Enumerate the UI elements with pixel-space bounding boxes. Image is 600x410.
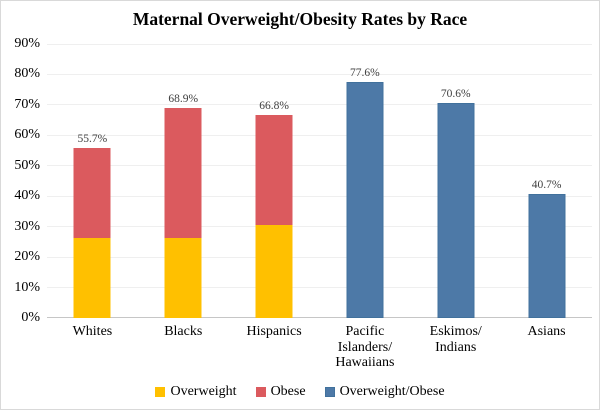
category-label: Pacific Islanders/ Hawaiians — [335, 324, 395, 370]
bar-value-label: 68.9% — [168, 93, 199, 106]
legend-item-overweight: Overweight — [155, 384, 237, 400]
bar-segment-overweight — [164, 238, 202, 318]
bar-segment-overweight-obese — [437, 103, 475, 318]
bar — [255, 114, 293, 318]
bar-value-label: 77.6% — [350, 66, 380, 79]
y-gridline — [47, 104, 592, 106]
y-axis-label: 80% — [14, 66, 40, 82]
legend-swatch-obese — [255, 387, 266, 397]
y-gridline — [47, 134, 592, 136]
legend: Overweight Obese Overweight/Obese — [1, 384, 599, 400]
y-axis-label: 50% — [14, 157, 40, 173]
y-gridline — [47, 165, 592, 167]
bar-group: 66.8% — [229, 44, 320, 318]
y-gridline — [47, 287, 592, 289]
chart-title: Maternal Overweight/Obesity Rates by Rac… — [132, 9, 468, 29]
bar — [528, 194, 566, 318]
bar-value-label: 40.7% — [531, 179, 562, 192]
legend-item-overweight-obese: Overweight/Obese — [324, 384, 445, 400]
y-axis-label: 10% — [14, 279, 40, 295]
bar-value-label: 66.8% — [259, 99, 289, 112]
category-label: Whites — [72, 324, 113, 339]
legend-swatch-overweight-obese — [324, 387, 335, 397]
bar-value-label: 70.6% — [440, 88, 471, 101]
bar-group: 68.9% — [138, 44, 229, 318]
y-axis-label: 20% — [14, 249, 40, 265]
bar-segment-overweight-obese — [346, 81, 384, 318]
bar-group: 55.7% — [47, 44, 138, 318]
bar-segment-overweight — [255, 225, 293, 318]
legend-label: Overweight — [170, 384, 237, 399]
bar-segment-obese — [73, 148, 111, 239]
y-gridline — [47, 195, 592, 197]
legend-swatch-overweight — [155, 387, 166, 397]
bar-group: 40.7% — [501, 44, 592, 318]
bar-segment-obese — [164, 108, 202, 239]
y-axis-label: 90% — [14, 36, 40, 51]
y-axis-label: 0% — [21, 310, 40, 325]
bar-segment-obese — [255, 114, 293, 226]
category-label: Asians — [527, 324, 566, 339]
x-axis-line — [47, 317, 592, 318]
legend-item-obese: Obese — [255, 384, 306, 400]
bar-group: 77.6% — [320, 44, 411, 318]
category-label: Blacks — [164, 324, 203, 339]
y-axis-label: 40% — [14, 188, 40, 204]
legend-label: Overweight/Obese — [339, 384, 445, 399]
category-label: Hispanics — [246, 324, 302, 339]
bar — [437, 103, 475, 318]
bar — [346, 81, 384, 318]
bar — [73, 148, 111, 318]
bar-segment-overweight-obese — [528, 194, 566, 318]
y-gridline — [47, 43, 592, 45]
y-gridline — [47, 73, 592, 75]
category-label: Eskimos/ Indians — [429, 324, 482, 355]
y-axis-label: 60% — [14, 127, 40, 143]
plot-area: 55.7% 68.9% 66.8% 77.6% 70.6% 40.7% — [47, 43, 592, 318]
bar-segment-overweight — [73, 238, 111, 318]
y-axis-label: 30% — [14, 218, 40, 234]
bar — [164, 108, 202, 318]
bar-group: 70.6% — [410, 44, 501, 318]
y-gridline — [47, 256, 592, 258]
y-gridline — [47, 226, 592, 228]
bar-value-label: 55.7% — [77, 133, 108, 146]
legend-label: Obese — [270, 384, 306, 399]
y-axis-label: 70% — [14, 96, 40, 112]
